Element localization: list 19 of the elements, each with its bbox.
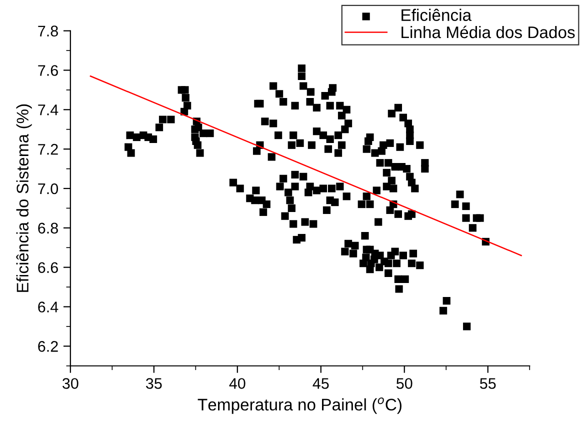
y-axis-title: Eficiência do Sistema (%) [16,104,32,292]
y-tick-label: 6.6 [38,262,58,274]
y-tick-label: 6.2 [38,341,58,352]
x-axis-title: Temperatura no Painel ($^{o}$C) [198,397,402,414]
x-tick-label: 35 [146,378,162,389]
x-tick-label: 30 [62,378,78,389]
y-tick-label: 7.2 [38,144,58,155]
x-tick-label: 50 [396,378,412,389]
legend-label: Eficiência [402,8,472,22]
y-tick-label: 7.4 [38,104,58,116]
x-tick-label: 40 [229,378,246,389]
legend-label: Linha Média dos Dados [402,26,575,38]
y-tick-label: 6.4 [38,302,58,312]
y-tick-label: 7.6 [38,65,58,76]
y-tick-label: 7.0 [38,183,58,194]
x-tick-label: 55 [480,378,496,389]
y-tick-label: 7.8 [38,26,58,36]
x-tick-label: 45 [312,378,329,389]
y-tick-label: 6.8 [38,222,58,234]
